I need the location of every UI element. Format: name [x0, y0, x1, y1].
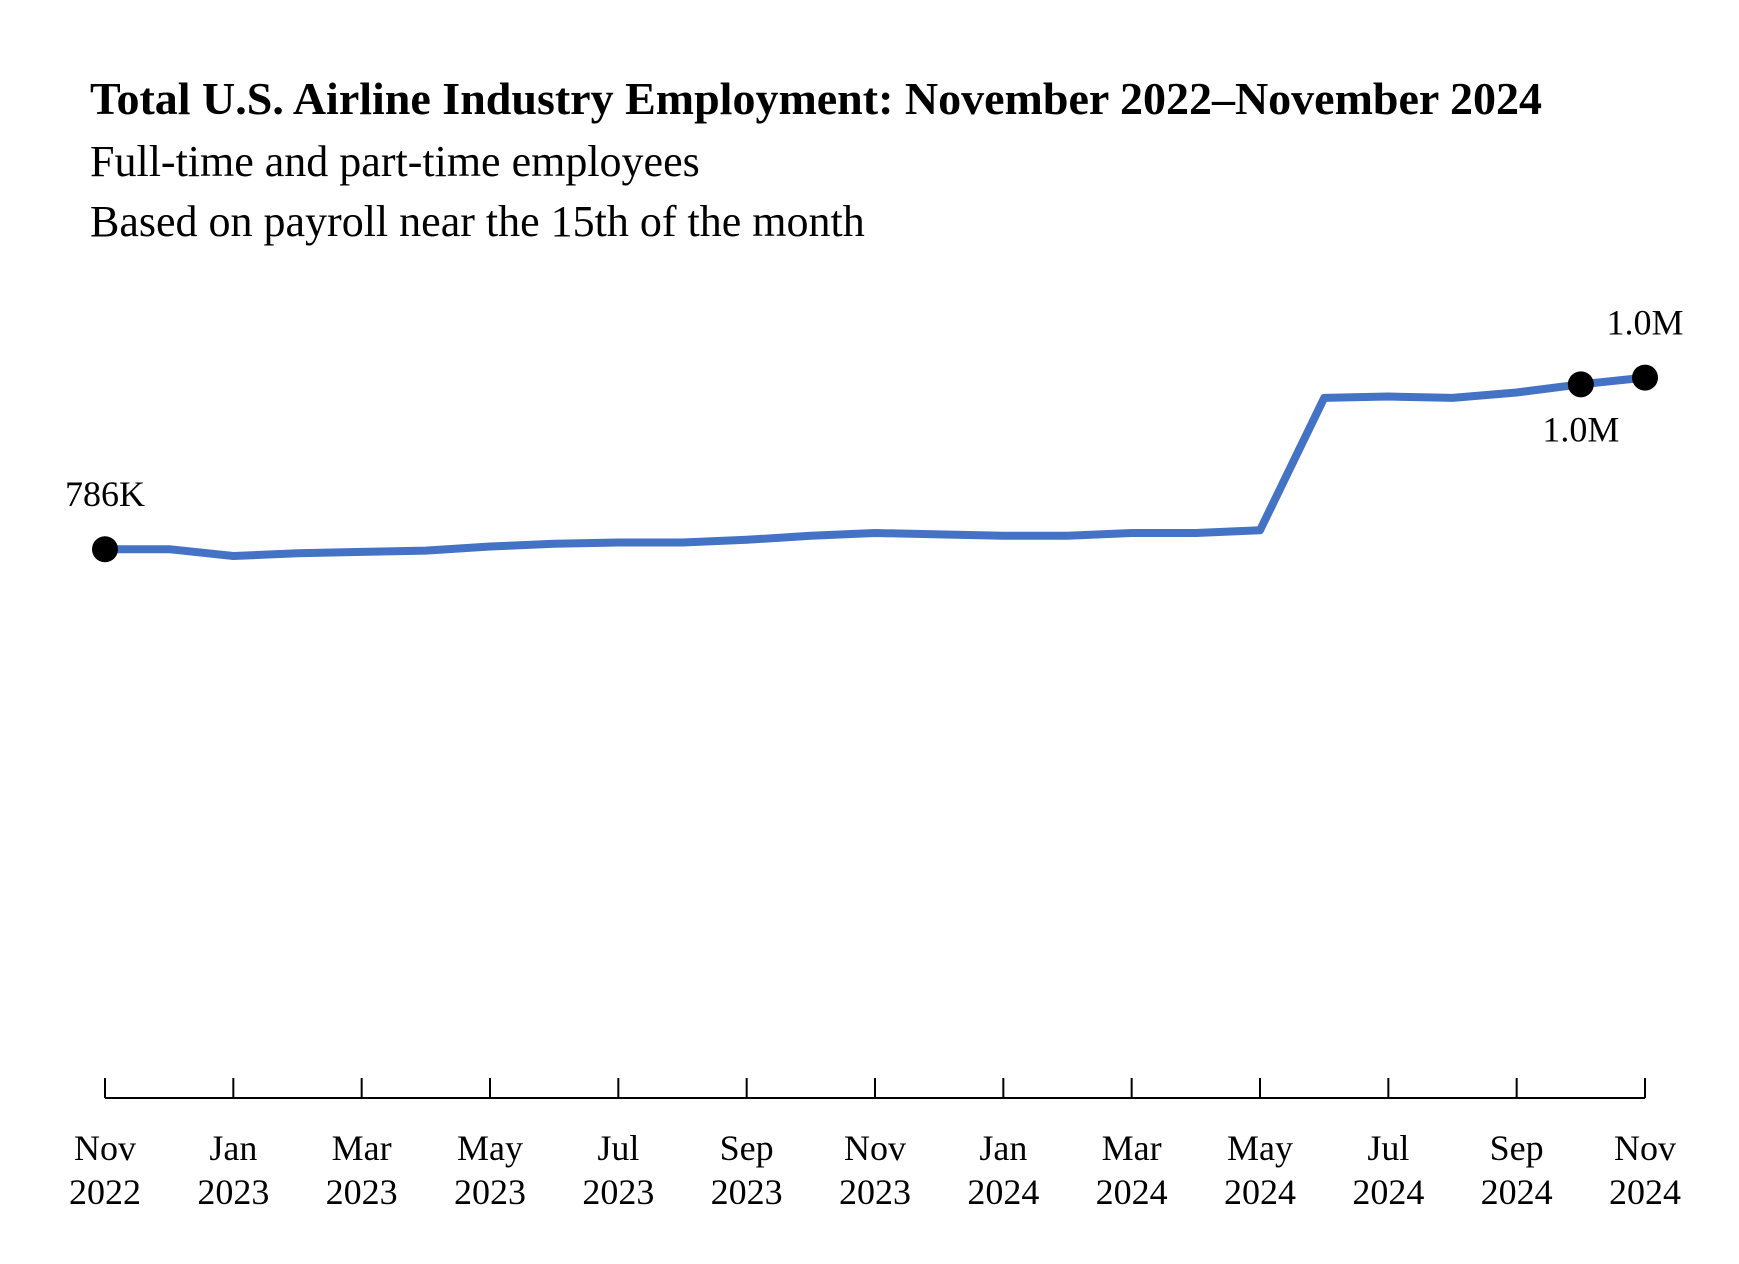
chart-title: Total U.S. Airline Industry Employment: … — [90, 73, 1542, 124]
data-point-marker — [1632, 364, 1658, 391]
x-tick-label-year: 2023 — [582, 1172, 654, 1212]
x-tick-label-year: 2023 — [711, 1172, 783, 1212]
x-tick-label-year: 2024 — [1352, 1172, 1424, 1212]
chart-subtitle-line-2: Based on payroll near the 15th of the mo… — [90, 197, 865, 246]
x-tick-label-month: May — [457, 1128, 523, 1168]
x-tick-label-year: 2024 — [1609, 1172, 1681, 1212]
x-tick-label-month: Jan — [979, 1128, 1027, 1168]
x-tick-label-year: 2024 — [1224, 1172, 1296, 1212]
x-tick-label-month: Jul — [1367, 1128, 1409, 1168]
x-tick-label-month: May — [1227, 1128, 1293, 1168]
data-label: 786K — [65, 474, 145, 514]
x-tick-label-month: Sep — [720, 1128, 774, 1168]
x-tick-label-month: Jan — [209, 1128, 257, 1168]
x-tick-label-month: Sep — [1490, 1128, 1544, 1168]
x-tick-label-year: 2024 — [967, 1172, 1039, 1212]
series-line — [101, 373, 1649, 560]
x-tick-label-year: 2024 — [1481, 1172, 1553, 1212]
x-axis: Nov2022Jan2023Mar2023May2023Jul2023Sep20… — [69, 1078, 1681, 1212]
x-tick-label-month: Mar — [332, 1128, 392, 1168]
x-tick-label-month: Nov — [74, 1128, 136, 1168]
chart-subtitle-line-1: Full-time and part-time employees — [90, 137, 700, 186]
data-label-group: 786K 1.0M 1.0M — [65, 303, 1684, 515]
data-label: 1.0M — [1542, 409, 1619, 449]
x-tick-label-month: Jul — [597, 1128, 639, 1168]
marker-group — [92, 364, 1658, 563]
data-label: 1.0M — [1606, 303, 1683, 343]
x-tick-label-month: Nov — [844, 1128, 906, 1168]
x-tick-label-year: 2023 — [326, 1172, 398, 1212]
x-tick-label-year: 2023 — [197, 1172, 269, 1212]
x-tick-label-month: Mar — [1102, 1128, 1162, 1168]
x-tick-label-year: 2024 — [1096, 1172, 1168, 1212]
series-line-group — [101, 373, 1649, 560]
x-tick-label-month: Nov — [1614, 1128, 1676, 1168]
x-tick-label-year: 2023 — [454, 1172, 526, 1212]
x-tick-label-year: 2022 — [69, 1172, 141, 1212]
data-point-marker — [1567, 371, 1594, 398]
x-tick-label-year: 2023 — [839, 1172, 911, 1212]
data-point-marker — [92, 536, 118, 563]
